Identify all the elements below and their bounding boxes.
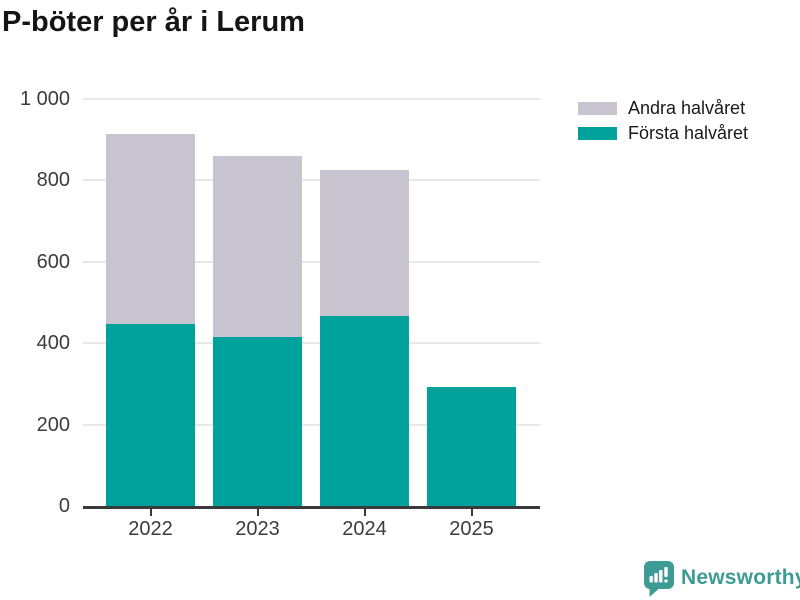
x-axis-line [83,506,540,509]
y-tick-label-200: 200 [36,413,70,436]
x-tick-label-2025: 2025 [449,518,494,540]
newsworthy-logo-text: Newsworthy [681,566,800,589]
y-tick-label-600: 600 [36,250,70,273]
grid-line-1000 [83,98,540,100]
bar-segment-2023-f-rsta-halv-ret [213,337,302,506]
x-tick-2024 [363,509,366,516]
x-tick-2025 [470,509,473,516]
legend-label-forsta-halvaret: Första halvåret [628,123,749,143]
legend-swatch-forsta-halvaret [578,127,617,140]
chart-title: P-böter per år i Lerum [2,6,305,38]
legend-item-forsta-halvaret: Första halvåret [578,121,748,146]
legend-item-andra-halvaret: Andra halvåret [578,96,748,121]
legend-label-andra-halvaret: Andra halvåret [628,98,746,118]
grid-line-400 [83,342,540,345]
bar-segment-2025-f-rsta-halv-ret [427,386,516,506]
bar-segment-2024-f-rsta-halv-ret [320,315,409,506]
bar-segment-2023-andra-halv-ret [213,156,302,338]
x-tick-2022 [149,509,152,516]
grid-line-800 [83,179,540,182]
legend: Andra halvåret Första halvåret [578,96,748,146]
y-tick-label-0: 0 [58,495,70,517]
x-tick-label-2024: 2024 [342,518,387,540]
bar-segment-2024-andra-halv-ret [320,170,409,316]
bar-segment-2022-f-rsta-halv-ret [106,324,195,506]
bar-chart-speech-bubble-icon [644,561,674,597]
y-tick-label-1000: 1 000 [19,88,70,110]
grid-line-600 [83,260,540,263]
x-tick-label-2023: 2023 [235,518,280,540]
legend-swatch-andra-halvaret [578,102,617,115]
y-tick-label-400: 400 [36,332,70,355]
newsworthy-logo: Newsworthy [644,561,800,598]
x-tick-2023 [256,509,259,516]
grid-line-200 [83,423,540,426]
bar-segment-2022-andra-halv-ret [106,134,195,325]
x-tick-label-2022: 2022 [128,518,173,540]
y-tick-label-800: 800 [36,169,70,192]
